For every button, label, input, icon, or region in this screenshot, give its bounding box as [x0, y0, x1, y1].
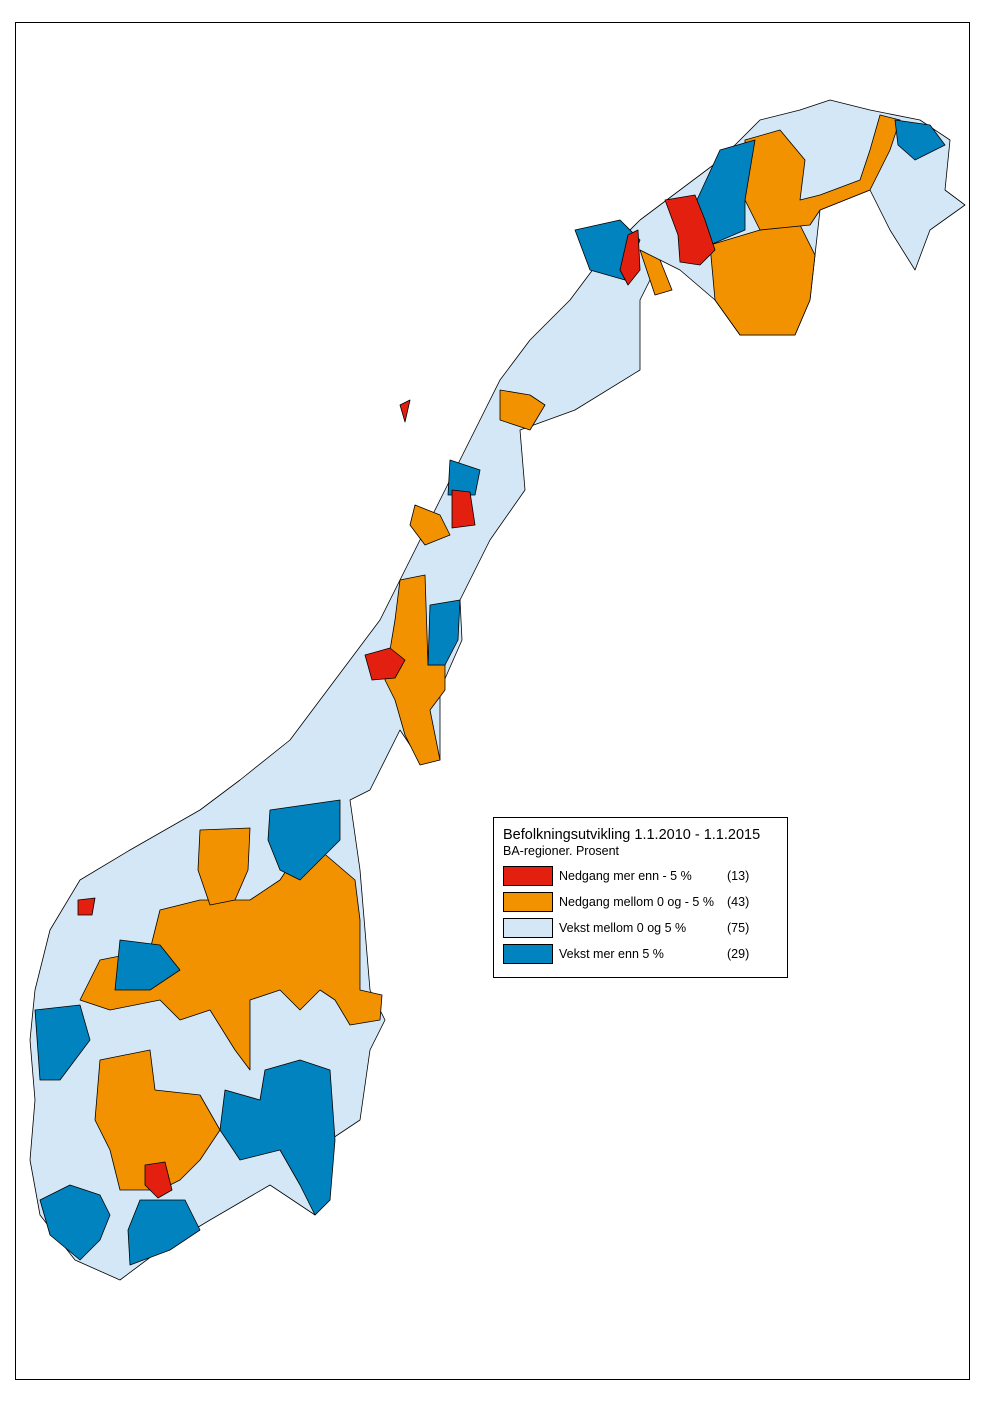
region-red: [399, 399, 411, 423]
legend-count: (13): [727, 869, 750, 883]
region-blue: [427, 599, 461, 666]
map-legend: Befolkningsutvikling 1.1.2010 - 1.1.2015…: [493, 817, 788, 978]
legend-count: (29): [727, 947, 750, 961]
region-blue: [219, 1059, 336, 1216]
legend-item: Vekst mer enn 5 % (29): [503, 941, 778, 967]
region-orange: [409, 504, 451, 546]
region-blue: [34, 1004, 91, 1081]
legend-item: Vekst mellom 0 og 5 % (75): [503, 915, 778, 941]
region-orange: [94, 1049, 221, 1191]
legend-label: Nedgang mellom 0 og - 5 %: [559, 895, 714, 909]
legend-swatch-orange: [503, 892, 553, 912]
region-orange: [639, 249, 673, 296]
legend-title: Befolkningsutvikling 1.1.2010 - 1.1.2015: [503, 827, 761, 843]
legend-count: (43): [727, 895, 750, 909]
region-red: [144, 1161, 173, 1199]
region-blue: [39, 1184, 111, 1261]
legend-subtitle: BA-regioner. Prosent: [503, 844, 620, 858]
region-red: [364, 647, 406, 681]
legend-item: Nedgang mellom 0 og - 5 % (43): [503, 889, 778, 915]
region-orange: [744, 114, 901, 231]
legend-count: (75): [727, 921, 750, 935]
map-frame: [15, 22, 970, 1380]
region-orange: [197, 827, 251, 906]
region-blue: [447, 459, 481, 496]
region-blue: [114, 939, 181, 991]
region-blue: [127, 1199, 201, 1266]
region-red: [619, 229, 641, 286]
legend-swatch-red: [503, 866, 553, 886]
region-red: [77, 897, 96, 916]
legend-item: Nedgang mer enn - 5 % (13): [503, 863, 778, 889]
legend-swatch-blue: [503, 944, 553, 964]
legend-swatch-lightblue: [503, 918, 553, 938]
region-blue: [894, 119, 946, 161]
region-orange: [709, 224, 816, 336]
region-blue: [267, 799, 341, 881]
legend-label: Vekst mellom 0 og 5 %: [559, 921, 687, 935]
region-red: [451, 489, 476, 529]
legend-label: Nedgang mer enn - 5 %: [559, 869, 692, 883]
region-red: [664, 194, 716, 266]
legend-label: Vekst mer enn 5 %: [559, 947, 664, 961]
region-orange: [499, 389, 546, 431]
